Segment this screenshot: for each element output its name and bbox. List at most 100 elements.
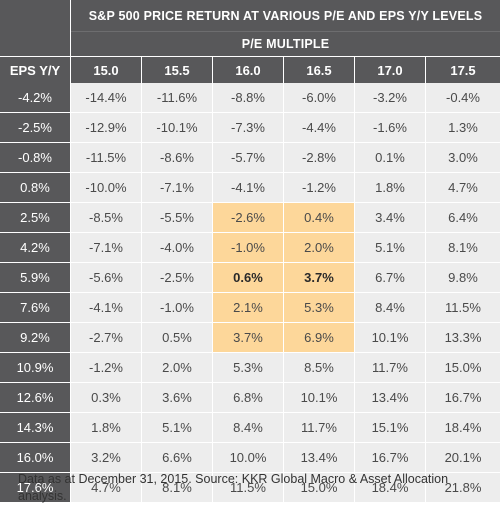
eps-row-label: 10.9% bbox=[0, 353, 71, 383]
return-cell: -11.6% bbox=[142, 83, 213, 113]
return-cell: -6.0% bbox=[284, 83, 355, 113]
table-row: 4.2% -7.1% -4.0% -1.0% 2.0% 5.1% 8.1% bbox=[0, 233, 500, 263]
eps-row-label: -0.8% bbox=[0, 143, 71, 173]
eps-row-label: 14.3% bbox=[0, 413, 71, 443]
return-cell: -8.8% bbox=[213, 83, 284, 113]
eps-row-label: 17.6% bbox=[0, 473, 71, 503]
return-cell: 0.5% bbox=[142, 323, 213, 353]
return-cell: 2.0% bbox=[284, 233, 355, 263]
pe-column-header: 17.5 bbox=[426, 57, 500, 83]
return-cell: 15.0% bbox=[426, 353, 500, 383]
return-cell: -1.0% bbox=[142, 293, 213, 323]
return-cell: 11.5% bbox=[213, 473, 284, 503]
return-cell: 11.7% bbox=[284, 413, 355, 443]
return-cell: -4.0% bbox=[142, 233, 213, 263]
return-cell: 16.7% bbox=[426, 383, 500, 413]
return-cell: 1.8% bbox=[71, 413, 142, 443]
table-row: -2.5% -12.9% -10.1% -7.3% -4.4% -1.6% 1.3% bbox=[0, 113, 500, 143]
return-cell: -5.7% bbox=[213, 143, 284, 173]
source-footnote: Data as at December 31, 2015. Source: KK… bbox=[18, 472, 449, 503]
return-cell: 15.0% bbox=[284, 473, 355, 503]
return-cell: -1.0% bbox=[213, 233, 284, 263]
table-row: 0.8% -10.0% -7.1% -4.1% -1.2% 1.8% 4.7% bbox=[0, 173, 500, 203]
return-cell: 5.3% bbox=[284, 293, 355, 323]
return-cell: -2.8% bbox=[284, 143, 355, 173]
return-cell: 11.7% bbox=[355, 353, 426, 383]
table-row: 7.6% -4.1% -1.0% 2.1% 5.3% 8.4% 11.5% bbox=[0, 293, 500, 323]
return-cell: -4.1% bbox=[71, 293, 142, 323]
return-cell: -8.5% bbox=[71, 203, 142, 233]
return-cell: 6.9% bbox=[284, 323, 355, 353]
return-cell: -2.6% bbox=[213, 203, 284, 233]
return-cell: -8.6% bbox=[142, 143, 213, 173]
return-cell: 6.4% bbox=[426, 203, 500, 233]
return-cell: 15.1% bbox=[355, 413, 426, 443]
table-title-row: S&P 500 PRICE RETURN AT VARIOUS P/E AND … bbox=[0, 0, 500, 31]
return-cell: 6.6% bbox=[142, 443, 213, 473]
return-cell: -12.9% bbox=[71, 113, 142, 143]
return-cell: -7.3% bbox=[213, 113, 284, 143]
return-cell: 6.7% bbox=[355, 263, 426, 293]
return-cell: 13.3% bbox=[426, 323, 500, 353]
return-cell: -10.0% bbox=[71, 173, 142, 203]
return-cell: 0.4% bbox=[284, 203, 355, 233]
return-cell: 0.6% bbox=[213, 263, 284, 293]
return-cell: 10.1% bbox=[284, 383, 355, 413]
table-title: S&P 500 PRICE RETURN AT VARIOUS P/E AND … bbox=[71, 0, 500, 31]
return-cell: 0.1% bbox=[355, 143, 426, 173]
return-cell: -5.6% bbox=[71, 263, 142, 293]
return-cell: -2.5% bbox=[142, 263, 213, 293]
pe-column-header: 17.0 bbox=[355, 57, 426, 83]
return-cell: -4.4% bbox=[284, 113, 355, 143]
eps-row-label: -2.5% bbox=[0, 113, 71, 143]
return-cell: 18.4% bbox=[426, 413, 500, 443]
return-cell: 0.3% bbox=[71, 383, 142, 413]
return-cell: 2.0% bbox=[142, 353, 213, 383]
row-header-label: EPS Y/Y bbox=[0, 57, 71, 83]
return-cell: 2.1% bbox=[213, 293, 284, 323]
return-cell: -10.1% bbox=[142, 113, 213, 143]
table-row: 10.9% -1.2% 2.0% 5.3% 8.5% 11.7% 15.0% bbox=[0, 353, 500, 383]
table-row: 5.9% -5.6% -2.5% 0.6% 3.7% 6.7% 9.8% bbox=[0, 263, 500, 293]
return-cell: -3.2% bbox=[355, 83, 426, 113]
eps-row-label: -4.2% bbox=[0, 83, 71, 113]
return-cell: 9.8% bbox=[426, 263, 500, 293]
return-cell: 8.5% bbox=[284, 353, 355, 383]
header-corner bbox=[0, 0, 71, 31]
return-cell: 1.8% bbox=[355, 173, 426, 203]
table-row: 14.3% 1.8% 5.1% 8.4% 11.7% 15.1% 18.4% bbox=[0, 413, 500, 443]
return-cell: -1.6% bbox=[355, 113, 426, 143]
return-cell: 3.0% bbox=[426, 143, 500, 173]
return-cell: -4.1% bbox=[213, 173, 284, 203]
return-cell: 5.3% bbox=[213, 353, 284, 383]
table-row: -0.8% -11.5% -8.6% -5.7% -2.8% 0.1% 3.0% bbox=[0, 143, 500, 173]
return-cell: 3.4% bbox=[355, 203, 426, 233]
return-cell: 5.1% bbox=[355, 233, 426, 263]
table-row: 17.6% 4.7% 8.1% 11.5% 15.0% 18.4% 21.8% bbox=[0, 473, 500, 503]
return-cell: -14.4% bbox=[71, 83, 142, 113]
column-header-row: EPS Y/Y 15.0 15.5 16.0 16.5 17.0 17.5 bbox=[0, 56, 500, 83]
return-cell: 13.4% bbox=[284, 443, 355, 473]
pe-column-header: 15.0 bbox=[71, 57, 142, 83]
return-cell: 10.0% bbox=[213, 443, 284, 473]
return-cell: 3.6% bbox=[142, 383, 213, 413]
return-cell: 13.4% bbox=[355, 383, 426, 413]
return-cell: 21.8% bbox=[426, 473, 500, 503]
return-cell: 8.4% bbox=[213, 413, 284, 443]
eps-row-label: 0.8% bbox=[0, 173, 71, 203]
pe-column-header: 16.5 bbox=[284, 57, 355, 83]
return-cell: -1.2% bbox=[284, 173, 355, 203]
return-cell: 8.1% bbox=[142, 473, 213, 503]
return-cell: -0.4% bbox=[426, 83, 500, 113]
eps-row-label: 9.2% bbox=[0, 323, 71, 353]
return-cell: 6.8% bbox=[213, 383, 284, 413]
eps-row-label: 16.0% bbox=[0, 443, 71, 473]
return-cell: 4.7% bbox=[426, 173, 500, 203]
column-group-label: P/E MULTIPLE bbox=[71, 31, 500, 56]
eps-row-label: 5.9% bbox=[0, 263, 71, 293]
return-cell: 8.4% bbox=[355, 293, 426, 323]
return-cell: -7.1% bbox=[71, 233, 142, 263]
table-row: 2.5% -8.5% -5.5% -2.6% 0.4% 3.4% 6.4% bbox=[0, 203, 500, 233]
table-row: 12.6% 0.3% 3.6% 6.8% 10.1% 13.4% 16.7% bbox=[0, 383, 500, 413]
